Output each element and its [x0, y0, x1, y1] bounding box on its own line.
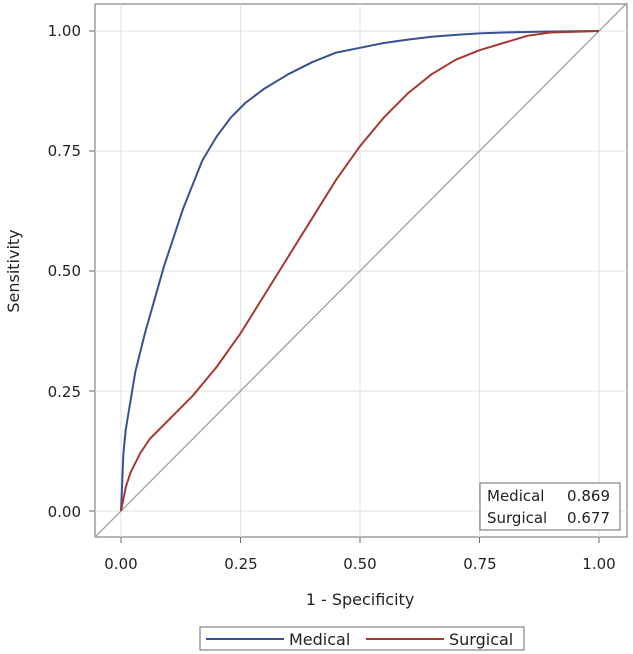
y-axis-title: Sensitivity — [4, 229, 23, 312]
legend: Medical Surgical — [199, 626, 525, 651]
y-tick-label: 0.00 — [48, 503, 81, 521]
legend-label-surgical: Surgical — [449, 630, 513, 649]
roc-curve-medical — [120, 30, 600, 512]
auc-row-label: Medical — [487, 487, 544, 505]
auc-row-value: 0.869 — [567, 487, 610, 505]
x-tick-label: 1.00 — [582, 555, 615, 573]
roc-series-group — [120, 30, 600, 512]
reference-diagonal — [94, 2, 628, 538]
x-axis-title: 1 - Specificity — [306, 590, 415, 609]
legend-label-medical: Medical — [289, 630, 350, 649]
y-tick-label: 0.50 — [48, 262, 81, 280]
roc-curve-surgical — [120, 30, 600, 512]
auc-row-value: 0.677 — [567, 509, 610, 527]
y-tick-label: 0.25 — [48, 383, 81, 401]
reference-diagonal-line — [94, 2, 628, 538]
x-tick-labels: 0.00 0.25 0.50 0.75 1.00 — [104, 555, 615, 573]
y-tick-label: 1.00 — [48, 22, 81, 40]
y-tick-labels: 0.00 0.25 0.50 0.75 1.00 — [48, 22, 81, 521]
auc-inset: Medical 0.869 Surgical 0.677 — [479, 482, 621, 531]
auc-inset-box — [479, 482, 621, 531]
x-tick-label: 0.75 — [463, 555, 496, 573]
auc-row-label: Surgical — [487, 509, 547, 527]
x-tick-label: 0.25 — [224, 555, 257, 573]
y-tick-label: 0.75 — [48, 142, 81, 160]
x-tick-label: 0.50 — [343, 555, 376, 573]
x-tick-label: 0.00 — [104, 555, 137, 573]
legend-box — [199, 626, 525, 651]
